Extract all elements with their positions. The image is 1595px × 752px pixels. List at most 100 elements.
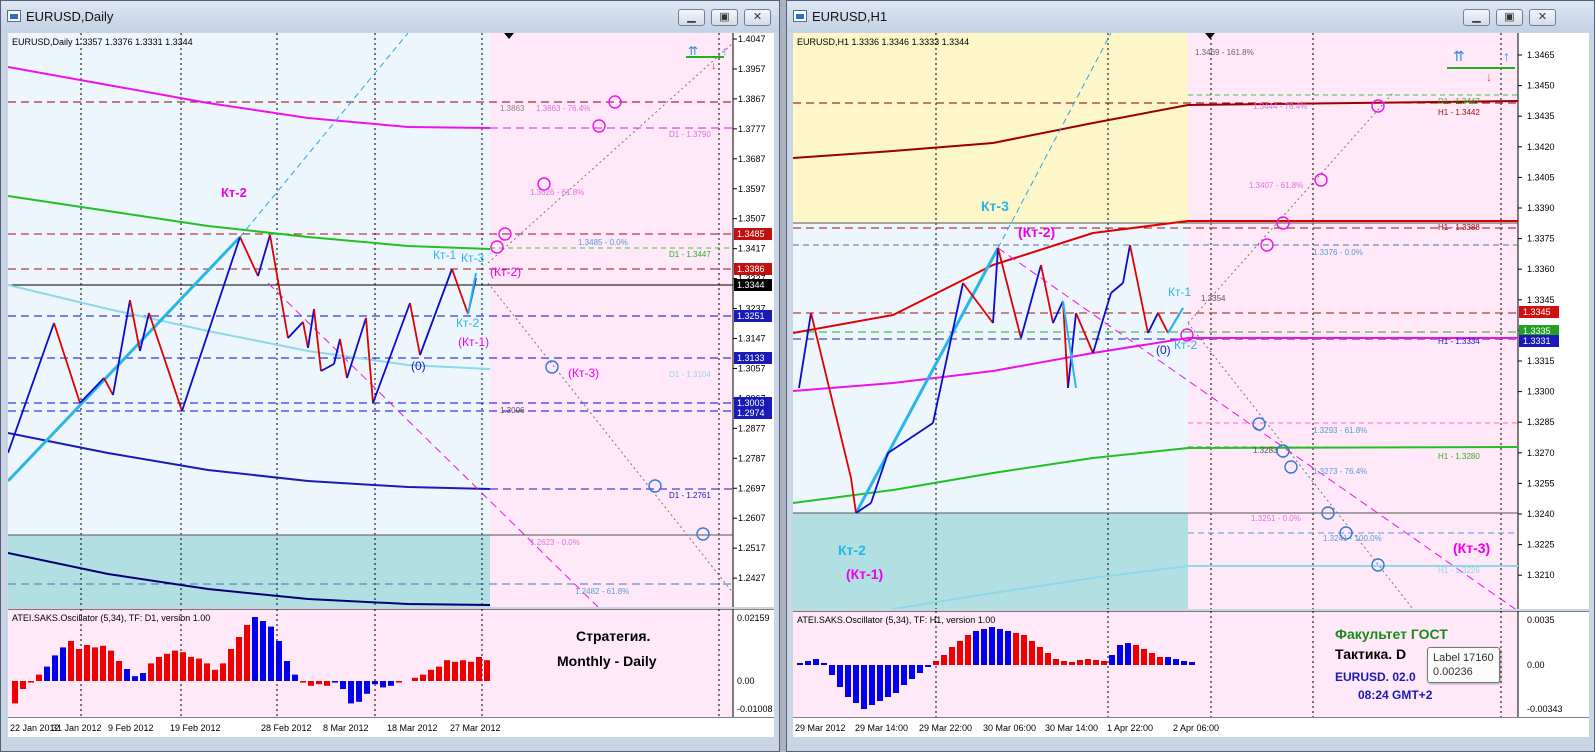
target-circle xyxy=(608,95,622,109)
price-label: 1.3345 xyxy=(1527,295,1555,305)
time-label: 27 Mar 2012 xyxy=(450,723,501,733)
osc-bar xyxy=(444,660,450,681)
level-label: 1.3293 - 61.8% xyxy=(1313,426,1367,435)
osc-bar xyxy=(36,674,42,681)
price-label: 1.3420 xyxy=(1527,142,1555,152)
osc-bar xyxy=(1037,647,1043,665)
level-label: 1.3006 xyxy=(500,406,525,415)
level-label: D1 - 1.3447 xyxy=(669,250,711,259)
osc-bar xyxy=(356,681,362,702)
price-zigzag xyxy=(409,302,421,356)
osc-bar xyxy=(885,665,891,697)
close-icon[interactable]: ✕ xyxy=(1529,9,1556,26)
osc-bar xyxy=(124,669,130,681)
daily-oscillator-panel[interactable]: ATEI.SAKS.Oscillator (5,34), TF: D1, ver… xyxy=(8,609,774,717)
osc-bar xyxy=(292,674,298,681)
strategy-title: Стратегия. xyxy=(576,628,650,644)
maximize-icon[interactable]: ▣ xyxy=(1496,9,1523,26)
osc-bar xyxy=(348,681,354,704)
price-label: 1.3597 xyxy=(738,184,766,194)
title-bar[interactable]: EURUSD,Daily ▁ ▣ ✕ xyxy=(1,1,779,32)
osc-bar xyxy=(997,629,1003,665)
price-tag xyxy=(734,228,772,240)
tooltip-name: Label 17160 xyxy=(1433,652,1494,664)
window-title: EURUSD,H1 xyxy=(812,9,888,24)
h1-oscillator-panel[interactable]: ATEI.SAKS.Oscillator (5,34), TF: H1, ver… xyxy=(793,611,1589,717)
target-circle xyxy=(1371,99,1385,113)
osc-bar xyxy=(957,641,963,665)
osc-bar xyxy=(12,681,18,704)
level-label: 1.3283 xyxy=(1253,446,1278,455)
price-label: 1.3465 xyxy=(1527,50,1555,60)
price-tag xyxy=(1519,306,1559,318)
price-label: 1.3360 xyxy=(1527,264,1555,274)
title-bar[interactable]: EURUSD,H1 ▁ ▣ ✕ xyxy=(787,1,1594,32)
faculty-time: 08:24 GMT+2 xyxy=(1358,688,1433,702)
maximize-icon[interactable]: ▣ xyxy=(711,9,738,26)
level-label: 1.2482 - 61.8% xyxy=(575,587,629,596)
osc-bar xyxy=(1165,657,1171,665)
osc-bar xyxy=(92,647,98,681)
target-circle xyxy=(1180,328,1194,342)
osc-bar xyxy=(1133,645,1139,665)
level-label: H1 - 1.3280 xyxy=(1438,452,1480,461)
level-label: 1.3626 - 61.8% xyxy=(530,188,584,197)
time-marker-icon xyxy=(1205,33,1215,39)
target-circle xyxy=(1314,173,1328,187)
price-label: 1.3327 xyxy=(738,274,766,284)
osc-bar xyxy=(893,665,899,693)
time-label: 29 Mar 14:00 xyxy=(855,723,908,733)
price-zigzag xyxy=(320,363,335,372)
osc-bar xyxy=(428,669,434,681)
support-zone xyxy=(8,535,490,607)
daily-price-chart[interactable]: EURUSD,Daily 1.3357 1.3376 1.3331 1.3344… xyxy=(8,33,774,607)
osc-bar xyxy=(388,681,394,686)
h1-price-chart[interactable]: EURUSD,H1 1.3336 1.3346 1.3333 1.3344 1.3… xyxy=(793,33,1589,609)
target-circle xyxy=(490,240,504,254)
osc-bar xyxy=(132,676,138,681)
price-zigzag xyxy=(129,299,141,352)
osc-title: ATEI.SAKS.Oscillator (5,34), TF: D1, ver… xyxy=(12,613,210,623)
osc-bar xyxy=(1173,659,1179,665)
osc-bar xyxy=(845,665,851,697)
minimize-icon[interactable]: ▁ xyxy=(1463,9,1490,26)
osc-bar xyxy=(901,665,907,685)
price-label: 1.3240 xyxy=(1527,509,1555,519)
wave-mark: Кт-2 xyxy=(1174,338,1197,352)
close-icon[interactable]: ✕ xyxy=(744,9,771,26)
price-zigzag xyxy=(181,236,241,412)
price-zigzag xyxy=(148,312,183,412)
osc-bar xyxy=(268,626,274,681)
price-zigzag xyxy=(1129,244,1149,334)
price-tag xyxy=(734,279,772,291)
price-zigzag xyxy=(932,282,964,424)
price-zigzag xyxy=(1020,264,1042,339)
target-circle xyxy=(648,479,662,493)
price-label: 1.2877 xyxy=(738,423,766,433)
cyan-segment xyxy=(1167,307,1184,334)
minimize-icon[interactable]: ▁ xyxy=(678,9,705,26)
level-label: 1.3354 xyxy=(1201,294,1226,303)
history-zone xyxy=(8,33,490,607)
osc-bar xyxy=(452,661,458,681)
osc-bar xyxy=(260,621,266,681)
ma-lightblue xyxy=(8,284,491,370)
osc-bar xyxy=(484,660,490,681)
price-zigzag xyxy=(79,377,105,404)
price-zigzag xyxy=(346,317,367,379)
price-zigzag xyxy=(962,282,994,324)
osc-bar xyxy=(52,655,58,681)
target-circle xyxy=(1371,558,1385,572)
level-label: H1 - 1.3226 xyxy=(1438,566,1480,575)
price-tag-label: 1.3251 xyxy=(737,311,765,321)
osc-bar xyxy=(1085,659,1091,665)
wave-mark: Кт-1 xyxy=(433,248,456,262)
osc-bar xyxy=(332,681,338,683)
osc-bar xyxy=(1029,641,1035,665)
osc-bar xyxy=(188,657,194,681)
price-label: 1.3867 xyxy=(738,94,766,104)
osc-bar xyxy=(244,625,250,681)
osc-bar xyxy=(869,665,875,705)
time-label: 29 Mar 2012 xyxy=(795,723,846,733)
tooltip-value: 0.00236 xyxy=(1433,666,1473,678)
